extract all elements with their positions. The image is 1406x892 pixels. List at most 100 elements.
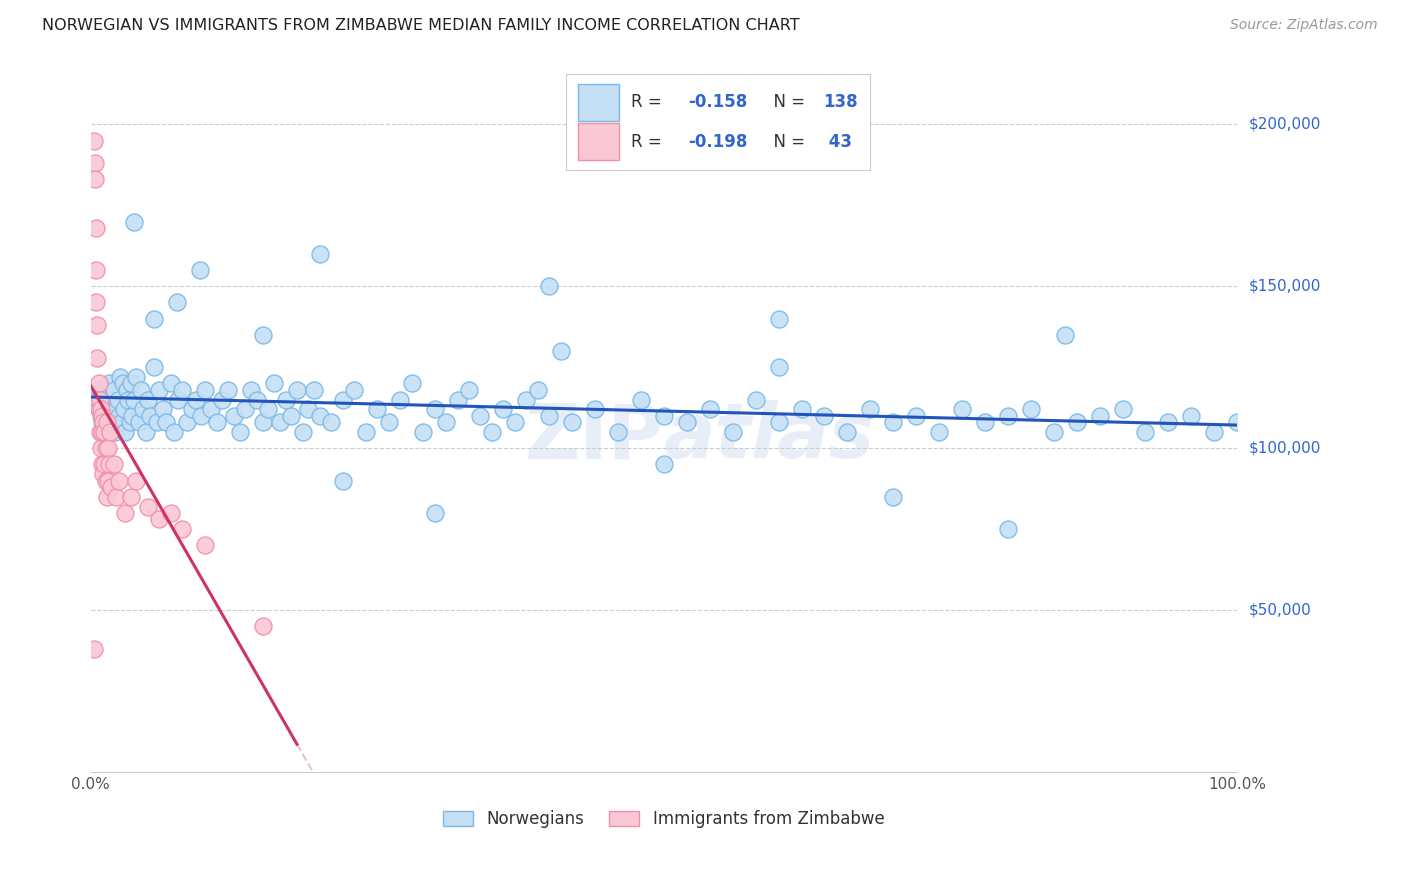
Point xyxy=(155,415,177,429)
Point xyxy=(607,425,630,439)
Point xyxy=(122,214,145,228)
Text: Source: ZipAtlas.com: Source: ZipAtlas.com xyxy=(1230,18,1378,32)
Text: $150,000: $150,000 xyxy=(1249,279,1320,293)
Point xyxy=(125,370,148,384)
Point xyxy=(104,402,127,417)
Point xyxy=(200,402,222,417)
Point xyxy=(470,409,492,423)
Point xyxy=(389,392,412,407)
Point xyxy=(354,425,377,439)
Point xyxy=(86,263,108,277)
Point xyxy=(423,402,446,417)
Point xyxy=(172,383,194,397)
Point xyxy=(111,376,134,391)
Point xyxy=(139,409,162,423)
Point xyxy=(997,522,1019,536)
Point xyxy=(125,474,148,488)
Point xyxy=(412,425,434,439)
Point xyxy=(458,383,481,397)
Point xyxy=(97,402,120,417)
Point xyxy=(98,415,121,429)
Point xyxy=(515,392,537,407)
Point xyxy=(194,538,217,552)
Point xyxy=(332,474,354,488)
Point xyxy=(114,425,136,439)
Point xyxy=(129,383,152,397)
Point xyxy=(190,409,212,423)
Point xyxy=(104,425,127,439)
Point xyxy=(104,490,127,504)
Point xyxy=(217,383,239,397)
Point xyxy=(434,415,457,429)
Point xyxy=(1204,425,1226,439)
Point xyxy=(1135,425,1157,439)
Text: NORWEGIAN VS IMMIGRANTS FROM ZIMBABWE MEDIAN FAMILY INCOME CORRELATION CHART: NORWEGIAN VS IMMIGRANTS FROM ZIMBABWE ME… xyxy=(42,18,800,33)
Point xyxy=(120,490,142,504)
Point xyxy=(423,506,446,520)
Text: R =: R = xyxy=(631,94,666,112)
Point xyxy=(1054,327,1077,342)
Point xyxy=(1066,415,1088,429)
Point xyxy=(166,392,188,407)
Point xyxy=(84,156,107,170)
Point xyxy=(117,383,139,397)
Point xyxy=(100,392,122,407)
Point xyxy=(269,415,291,429)
Point xyxy=(928,425,950,439)
Point xyxy=(94,409,117,423)
Point xyxy=(84,172,107,186)
Point xyxy=(252,415,274,429)
Point xyxy=(107,392,129,407)
FancyBboxPatch shape xyxy=(578,123,619,160)
Point xyxy=(492,402,515,417)
Point xyxy=(1226,415,1249,429)
Point xyxy=(813,409,835,423)
Point xyxy=(630,392,652,407)
Point xyxy=(652,409,675,423)
Text: $200,000: $200,000 xyxy=(1249,117,1320,132)
Point xyxy=(146,415,169,429)
Point xyxy=(89,425,111,439)
Point xyxy=(83,642,105,657)
Point xyxy=(309,247,332,261)
Point xyxy=(180,402,202,417)
Point xyxy=(211,392,233,407)
Point xyxy=(538,279,561,293)
Point xyxy=(481,425,503,439)
Point xyxy=(583,402,606,417)
Text: N =: N = xyxy=(762,133,810,151)
Point xyxy=(222,409,245,423)
Point xyxy=(950,402,973,417)
Point xyxy=(91,467,114,482)
Point xyxy=(89,383,111,397)
Point xyxy=(321,415,343,429)
Point xyxy=(1180,409,1202,423)
Point xyxy=(184,392,207,407)
Point xyxy=(274,392,297,407)
Point xyxy=(1111,402,1133,417)
Point xyxy=(136,392,159,407)
Text: N =: N = xyxy=(762,94,810,112)
Point xyxy=(91,415,114,429)
Point xyxy=(108,409,131,423)
Point xyxy=(205,415,228,429)
Text: $100,000: $100,000 xyxy=(1249,441,1320,456)
Point xyxy=(160,376,183,391)
Point xyxy=(91,425,114,439)
Point xyxy=(163,425,186,439)
Point xyxy=(446,392,468,407)
Point xyxy=(790,402,813,417)
Text: $50,000: $50,000 xyxy=(1249,603,1310,617)
Point xyxy=(1042,425,1064,439)
Point xyxy=(235,402,257,417)
Point xyxy=(96,415,118,429)
Text: 138: 138 xyxy=(824,94,858,112)
Point xyxy=(94,474,117,488)
Point xyxy=(676,415,699,429)
Point xyxy=(366,402,388,417)
Point xyxy=(252,619,274,633)
Point xyxy=(721,425,744,439)
Point xyxy=(166,295,188,310)
Point xyxy=(86,318,108,333)
Point xyxy=(176,415,198,429)
